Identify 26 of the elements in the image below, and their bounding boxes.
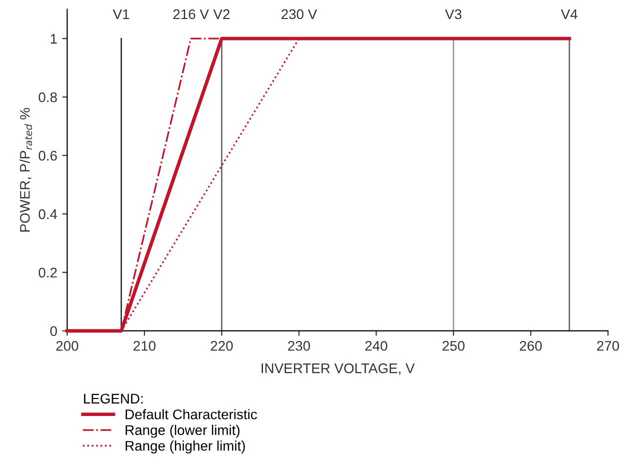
legend-title: LEGEND: — [84, 394, 143, 404]
x-tick-label: 250 — [442, 340, 465, 351]
x-tick-label: 230 — [288, 340, 310, 351]
annotation: 230 V — [282, 9, 318, 20]
y-tick-label: 0 — [50, 326, 57, 336]
x-tick-label: 270 — [597, 340, 620, 351]
x-tick-label: 260 — [520, 340, 542, 351]
legend-label: Range (lower limit) — [126, 424, 240, 438]
y-tick-label: 0.2 — [38, 268, 57, 278]
ref-line-label: V4 — [560, 9, 578, 19]
legend-label: Range (higher limit) — [126, 440, 245, 454]
y-axis-title: POWER, P/P$_{rated}$ % — [20, 108, 32, 232]
y-tick-label: 0.4 — [38, 209, 58, 220]
ref-line-label: V3 — [445, 9, 462, 20]
y-tick-label: 0.6 — [38, 150, 57, 161]
annotation: 216 V — [173, 9, 209, 20]
x-tick-label: 200 — [56, 340, 78, 351]
ref-line-label: V1 — [112, 9, 130, 19]
x-tick-label: 210 — [134, 340, 156, 351]
x-tick-label: 220 — [210, 340, 233, 351]
y-tick-label: 1 — [50, 34, 57, 44]
legend-label: Default Characteristic — [126, 409, 257, 420]
x-tick-label: 240 — [365, 340, 388, 351]
y-tick-label: 0.8 — [38, 92, 57, 102]
x-axis-title: INVERTER VOLTAGE, V — [262, 363, 415, 375]
ref-line-label: V2 — [213, 9, 230, 19]
